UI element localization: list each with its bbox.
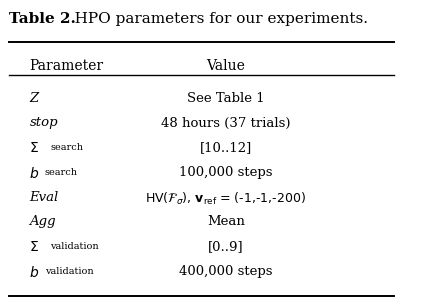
- Text: $b$: $b$: [30, 265, 39, 280]
- Text: $\Sigma$: $\Sigma$: [30, 240, 39, 254]
- Text: Table 2.: Table 2.: [9, 12, 76, 26]
- Text: 100,000 steps: 100,000 steps: [179, 166, 273, 179]
- Text: [0..9]: [0..9]: [208, 240, 244, 253]
- Text: $\mathrm{HV}(\mathcal{F}_\sigma)$, $\mathbf{v}_{\mathrm{ref}}$ = (-1,-1,-200): $\mathrm{HV}(\mathcal{F}_\sigma)$, $\mat…: [146, 191, 306, 207]
- Text: [10..12]: [10..12]: [200, 141, 252, 154]
- Text: Value: Value: [206, 59, 245, 73]
- Text: validation: validation: [50, 242, 99, 251]
- Text: 48 hours (37 trials): 48 hours (37 trials): [161, 116, 291, 130]
- Text: search: search: [45, 168, 77, 177]
- Text: validation: validation: [45, 267, 93, 276]
- Text: HPO parameters for our experiments.: HPO parameters for our experiments.: [59, 12, 368, 26]
- Text: Parameter: Parameter: [30, 59, 104, 73]
- Text: $\Sigma$: $\Sigma$: [30, 141, 39, 155]
- Text: Z: Z: [30, 92, 39, 105]
- Text: Eval: Eval: [30, 191, 59, 204]
- Text: Mean: Mean: [207, 215, 245, 228]
- Text: 400,000 steps: 400,000 steps: [179, 265, 273, 278]
- Text: $b$: $b$: [30, 166, 39, 181]
- Text: stop: stop: [30, 116, 58, 130]
- Text: search: search: [50, 143, 83, 152]
- Text: See Table 1: See Table 1: [187, 92, 265, 105]
- Text: Agg: Agg: [30, 215, 56, 228]
